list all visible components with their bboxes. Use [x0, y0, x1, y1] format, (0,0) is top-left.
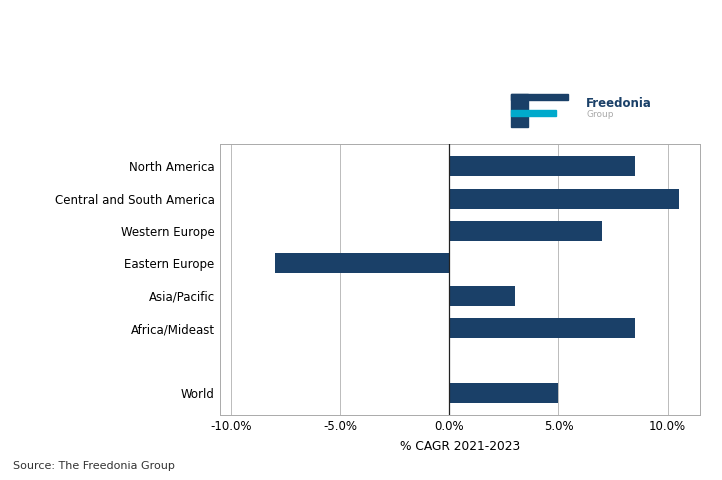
Bar [511, 94, 528, 127]
Bar [449, 221, 602, 241]
Text: Source: The Freedonia Group: Source: The Freedonia Group [13, 461, 175, 471]
Bar [275, 253, 449, 274]
Bar [511, 94, 568, 100]
Bar [449, 383, 559, 403]
Bar [511, 110, 556, 116]
Text: Freedonia: Freedonia [586, 96, 652, 110]
Bar [449, 189, 679, 209]
Text: Figure 3-1.
Global Off-Road Equipment Demand Growth by Region,
2021 – 2023
(% CA: Figure 3-1. Global Off-Road Equipment De… [13, 9, 412, 77]
Bar [449, 286, 515, 306]
Bar [449, 156, 635, 176]
X-axis label: % CAGR 2021-2023: % CAGR 2021-2023 [400, 440, 521, 453]
Bar [449, 318, 635, 338]
Text: Group: Group [586, 110, 614, 119]
